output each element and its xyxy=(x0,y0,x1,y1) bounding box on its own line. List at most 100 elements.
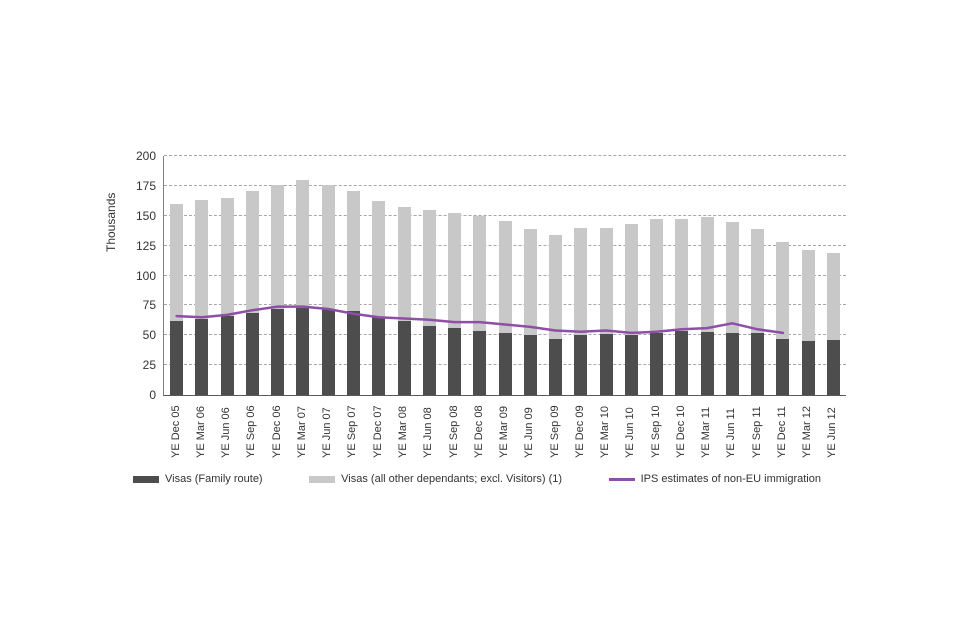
y-axis-tick-label: 25 xyxy=(142,358,156,373)
bar-segment-family-route xyxy=(801,341,815,395)
plot-area xyxy=(163,155,846,396)
bar-segment-family-route xyxy=(321,309,335,395)
x-axis-label: YE Sep 08 xyxy=(447,405,460,458)
bar-segment-family-route xyxy=(473,330,487,395)
legend-swatch-ips-line xyxy=(608,477,635,481)
legend: Visas (Family route) Visas (all other de… xyxy=(133,473,821,485)
x-axis-label: YE Dec 11 xyxy=(775,406,788,458)
bar-segment-family-route xyxy=(574,335,588,395)
x-axis-label: YE Jun 12 xyxy=(826,407,839,458)
legend-swatch-visas-family xyxy=(133,475,159,483)
x-axis-label: YE Sep 06 xyxy=(245,405,258,458)
bar-segment-other-dependants xyxy=(675,219,689,331)
legend-item-visas-other-dependants: Visas (all other dependants; excl. Visit… xyxy=(309,473,562,485)
bar-segment-other-dependants xyxy=(195,200,209,319)
gridline xyxy=(164,155,846,156)
bar-segment-other-dependants xyxy=(245,190,259,313)
gridline xyxy=(164,214,846,216)
bar-segment-family-route xyxy=(422,325,436,395)
bar-segment-other-dependants xyxy=(574,227,588,336)
x-axis-label: YE Dec 05 xyxy=(169,405,182,458)
bar-segment-other-dependants xyxy=(700,217,714,332)
bar-segment-family-route xyxy=(397,320,411,395)
bar-segment-other-dependants xyxy=(346,190,360,312)
y-axis-tick-label: 125 xyxy=(135,238,156,253)
bar-segment-family-route xyxy=(599,334,613,395)
bar-segment-family-route xyxy=(372,317,386,395)
bar-segment-other-dependants xyxy=(220,197,234,317)
bar-segment-family-route xyxy=(346,311,360,395)
bar-segment-other-dependants xyxy=(397,207,411,321)
bar-segment-other-dependants xyxy=(498,220,512,333)
x-axis-label: YE Jun 11 xyxy=(725,408,738,458)
bar-segment-other-dependants xyxy=(549,234,562,339)
x-axis-label: YE Sep 07 xyxy=(346,405,359,458)
y-axis-tick-label: 100 xyxy=(135,268,156,283)
bar-segment-family-route xyxy=(448,328,461,395)
bar-segment-other-dependants xyxy=(422,209,436,326)
bar-segment-family-route xyxy=(549,338,562,395)
x-axis-label: YE Dec 07 xyxy=(371,405,384,458)
bar-segment-family-route xyxy=(624,335,638,395)
bar-segment-other-dependants xyxy=(523,228,537,336)
bar-segment-other-dependants xyxy=(801,250,815,342)
y-axis-tick-label: 0 xyxy=(149,388,156,402)
bar-segment-family-route xyxy=(296,307,310,395)
bar-segment-other-dependants xyxy=(776,242,790,339)
y-axis-tick-label: 200 xyxy=(135,149,156,163)
bar-segment-other-dependants xyxy=(321,184,335,309)
y-axis-tick-label: 50 xyxy=(142,328,156,343)
x-axis-label: YE Dec 10 xyxy=(674,405,687,458)
bar-segment-family-route xyxy=(725,332,739,395)
legend-item-ips-estimates: IPS estimates of non-EU immigration xyxy=(608,473,821,485)
ips-estimates-line xyxy=(175,305,785,335)
x-axis-label: YE Dec 08 xyxy=(472,405,485,458)
y-axis-tick-label: 175 xyxy=(135,178,156,193)
bar-segment-other-dependants xyxy=(650,219,664,333)
bar-segment-family-route xyxy=(195,318,209,395)
legend-label-visas-family: Visas (Family route) xyxy=(165,473,263,485)
bar-segment-family-route xyxy=(271,309,285,395)
x-axis-label: YE Mar 11 xyxy=(700,406,713,458)
bar-segment-family-route xyxy=(650,332,664,395)
bar-segment-family-route xyxy=(245,312,259,395)
bar-segment-other-dependants xyxy=(624,224,638,336)
x-axis-label: YE Sep 11 xyxy=(750,406,763,458)
bar-segment-other-dependants xyxy=(448,213,461,329)
bar-segment-other-dependants xyxy=(296,179,310,308)
x-axis-label: YE Jun 08 xyxy=(422,407,435,458)
bar-segment-other-dependants xyxy=(725,221,739,333)
x-axis-label: YE Jun 06 xyxy=(220,407,233,458)
bar-segment-other-dependants xyxy=(170,203,184,321)
bar-segment-family-route xyxy=(751,332,765,395)
x-axis-label: YE Dec 06 xyxy=(270,405,283,458)
bar-segment-family-route xyxy=(523,335,537,395)
x-axis-label: YE Mar 07 xyxy=(295,406,308,458)
x-axis-label: YE Mar 06 xyxy=(194,406,207,458)
bar-segment-family-route xyxy=(776,338,790,395)
bar-segment-family-route xyxy=(220,316,234,395)
x-axis-label: YE Jun 09 xyxy=(523,407,536,458)
x-axis-label: YE Jun 10 xyxy=(624,407,637,458)
y-axis-tick-label: 75 xyxy=(142,298,156,313)
bar-segment-family-route xyxy=(826,340,840,395)
bar-segment-family-route xyxy=(170,320,184,395)
x-axis-label: YE Mar 08 xyxy=(397,406,409,458)
bar-segment-other-dependants xyxy=(751,228,765,333)
x-axis-label: YE Mar 12 xyxy=(801,406,814,458)
bar-segment-family-route xyxy=(675,330,689,395)
bar-segment-other-dependants xyxy=(826,252,840,340)
y-axis-tick-label: 150 xyxy=(135,208,156,223)
x-axis-label: YE Sep 09 xyxy=(548,405,561,458)
x-axis-label: YE Sep 10 xyxy=(649,405,662,458)
legend-item-visas-family: Visas (Family route) xyxy=(133,473,263,485)
bar-segment-other-dependants xyxy=(271,184,285,309)
legend-label-visas-other-dependants: Visas (all other dependants; excl. Visit… xyxy=(341,473,563,485)
bar-segment-family-route xyxy=(498,332,512,395)
bar-segment-other-dependants xyxy=(372,201,386,318)
x-axis-label: YE Jun 07 xyxy=(321,407,334,458)
x-axis-label: YE Mar 10 xyxy=(599,406,611,458)
bar-segment-other-dependants xyxy=(599,227,613,335)
legend-swatch-visas-other-dependants xyxy=(309,475,336,483)
